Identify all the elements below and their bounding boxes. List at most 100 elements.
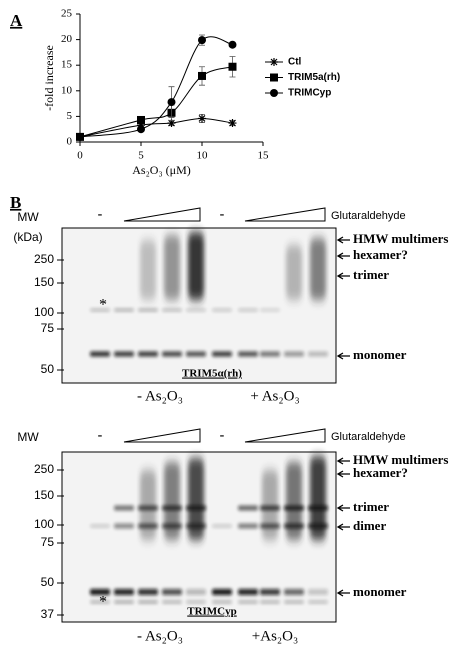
x-tick-label: 0	[77, 150, 83, 162]
legend-label: Ctl	[288, 57, 302, 68]
band	[114, 505, 134, 511]
y-tick-label: 5	[67, 110, 73, 122]
series-line	[79, 66, 233, 138]
band	[138, 523, 158, 529]
smear	[164, 462, 180, 540]
y-tick-label: 15	[61, 59, 73, 71]
mw-label: 250	[34, 462, 54, 476]
treatment-label: Glutaraldehyde	[331, 210, 406, 222]
band	[308, 505, 328, 511]
arrow	[336, 352, 350, 360]
band	[138, 505, 158, 511]
band	[162, 505, 182, 511]
marker	[198, 114, 206, 123]
smear	[310, 238, 326, 300]
band-label: monomer	[353, 347, 407, 362]
band	[308, 351, 328, 357]
band	[212, 589, 232, 595]
smear	[286, 245, 302, 300]
band	[260, 351, 280, 357]
y-tick-label: 0	[67, 136, 73, 148]
asterisk: *	[99, 594, 107, 611]
marker	[137, 121, 145, 130]
condition: - As₂O₃	[137, 628, 183, 644]
marker	[228, 62, 237, 71]
smear	[188, 232, 204, 300]
band-label: dimer	[353, 518, 386, 533]
band	[162, 351, 182, 357]
band	[162, 523, 182, 529]
arrow	[336, 523, 350, 531]
marker	[137, 115, 145, 124]
blot-name: TRIMCyp	[187, 606, 237, 618]
band-label: monomer	[353, 584, 407, 599]
band	[90, 351, 110, 357]
mw-heading: (kDa)	[13, 230, 42, 244]
treatment-label: Glutaraldehyde	[331, 431, 406, 443]
lane-untreated: -	[98, 428, 103, 443]
band	[162, 308, 182, 312]
band	[90, 524, 110, 528]
band	[238, 589, 258, 595]
blot	[61, 227, 337, 384]
x-tick-label: 10	[197, 150, 209, 162]
gradient-triangle	[123, 428, 201, 443]
mw-label: 100	[34, 517, 54, 531]
band-label: HMW multimers	[353, 452, 448, 467]
band	[162, 589, 182, 595]
band	[284, 523, 304, 529]
smear	[188, 458, 204, 540]
mw-label: 250	[34, 252, 54, 266]
marker	[76, 132, 84, 141]
arrow	[336, 236, 350, 244]
band	[308, 600, 328, 604]
lane-untreated: -	[220, 207, 225, 222]
band	[162, 600, 182, 604]
band	[90, 589, 110, 595]
panel-label: B	[10, 193, 21, 212]
y-tick-label: 20	[61, 33, 73, 45]
band	[90, 308, 110, 312]
smear	[140, 240, 156, 300]
gradient-triangle	[244, 207, 326, 222]
lane-untreated: -	[220, 428, 225, 443]
band-label: HMW multimers	[353, 231, 448, 246]
mw-label: 50	[41, 575, 55, 589]
mw-label: 150	[34, 275, 54, 289]
condition: + As₂O₃	[250, 388, 299, 404]
y-axis-label: -fold increase	[42, 45, 56, 111]
mw-heading: MW	[17, 430, 39, 444]
band	[238, 351, 258, 357]
arrow	[336, 589, 350, 597]
legend-label: TRIMCyp	[288, 88, 331, 99]
band	[114, 589, 134, 595]
mw-label: 100	[34, 305, 54, 319]
arrow	[336, 470, 350, 478]
marker	[270, 73, 278, 82]
marker	[270, 89, 278, 97]
marker	[198, 71, 206, 80]
band	[238, 523, 258, 529]
smear	[164, 235, 180, 300]
condition: +As₂O₃	[252, 628, 298, 644]
gradient-triangle	[244, 428, 326, 443]
band-label: hexamer?	[353, 247, 408, 262]
arrow	[336, 504, 350, 512]
band	[114, 600, 134, 604]
smear	[286, 462, 302, 540]
mw-label: 75	[41, 535, 55, 549]
asterisk: *	[99, 297, 107, 314]
marker	[228, 119, 237, 128]
band	[138, 589, 158, 595]
arrow	[336, 252, 350, 260]
smear	[262, 470, 278, 540]
marker	[198, 36, 206, 45]
band	[284, 589, 304, 595]
smear	[310, 456, 326, 540]
band-label: trimer	[353, 267, 389, 282]
blot	[61, 451, 337, 623]
band	[284, 600, 304, 604]
band	[186, 600, 206, 604]
band	[238, 600, 258, 604]
band	[212, 524, 232, 528]
